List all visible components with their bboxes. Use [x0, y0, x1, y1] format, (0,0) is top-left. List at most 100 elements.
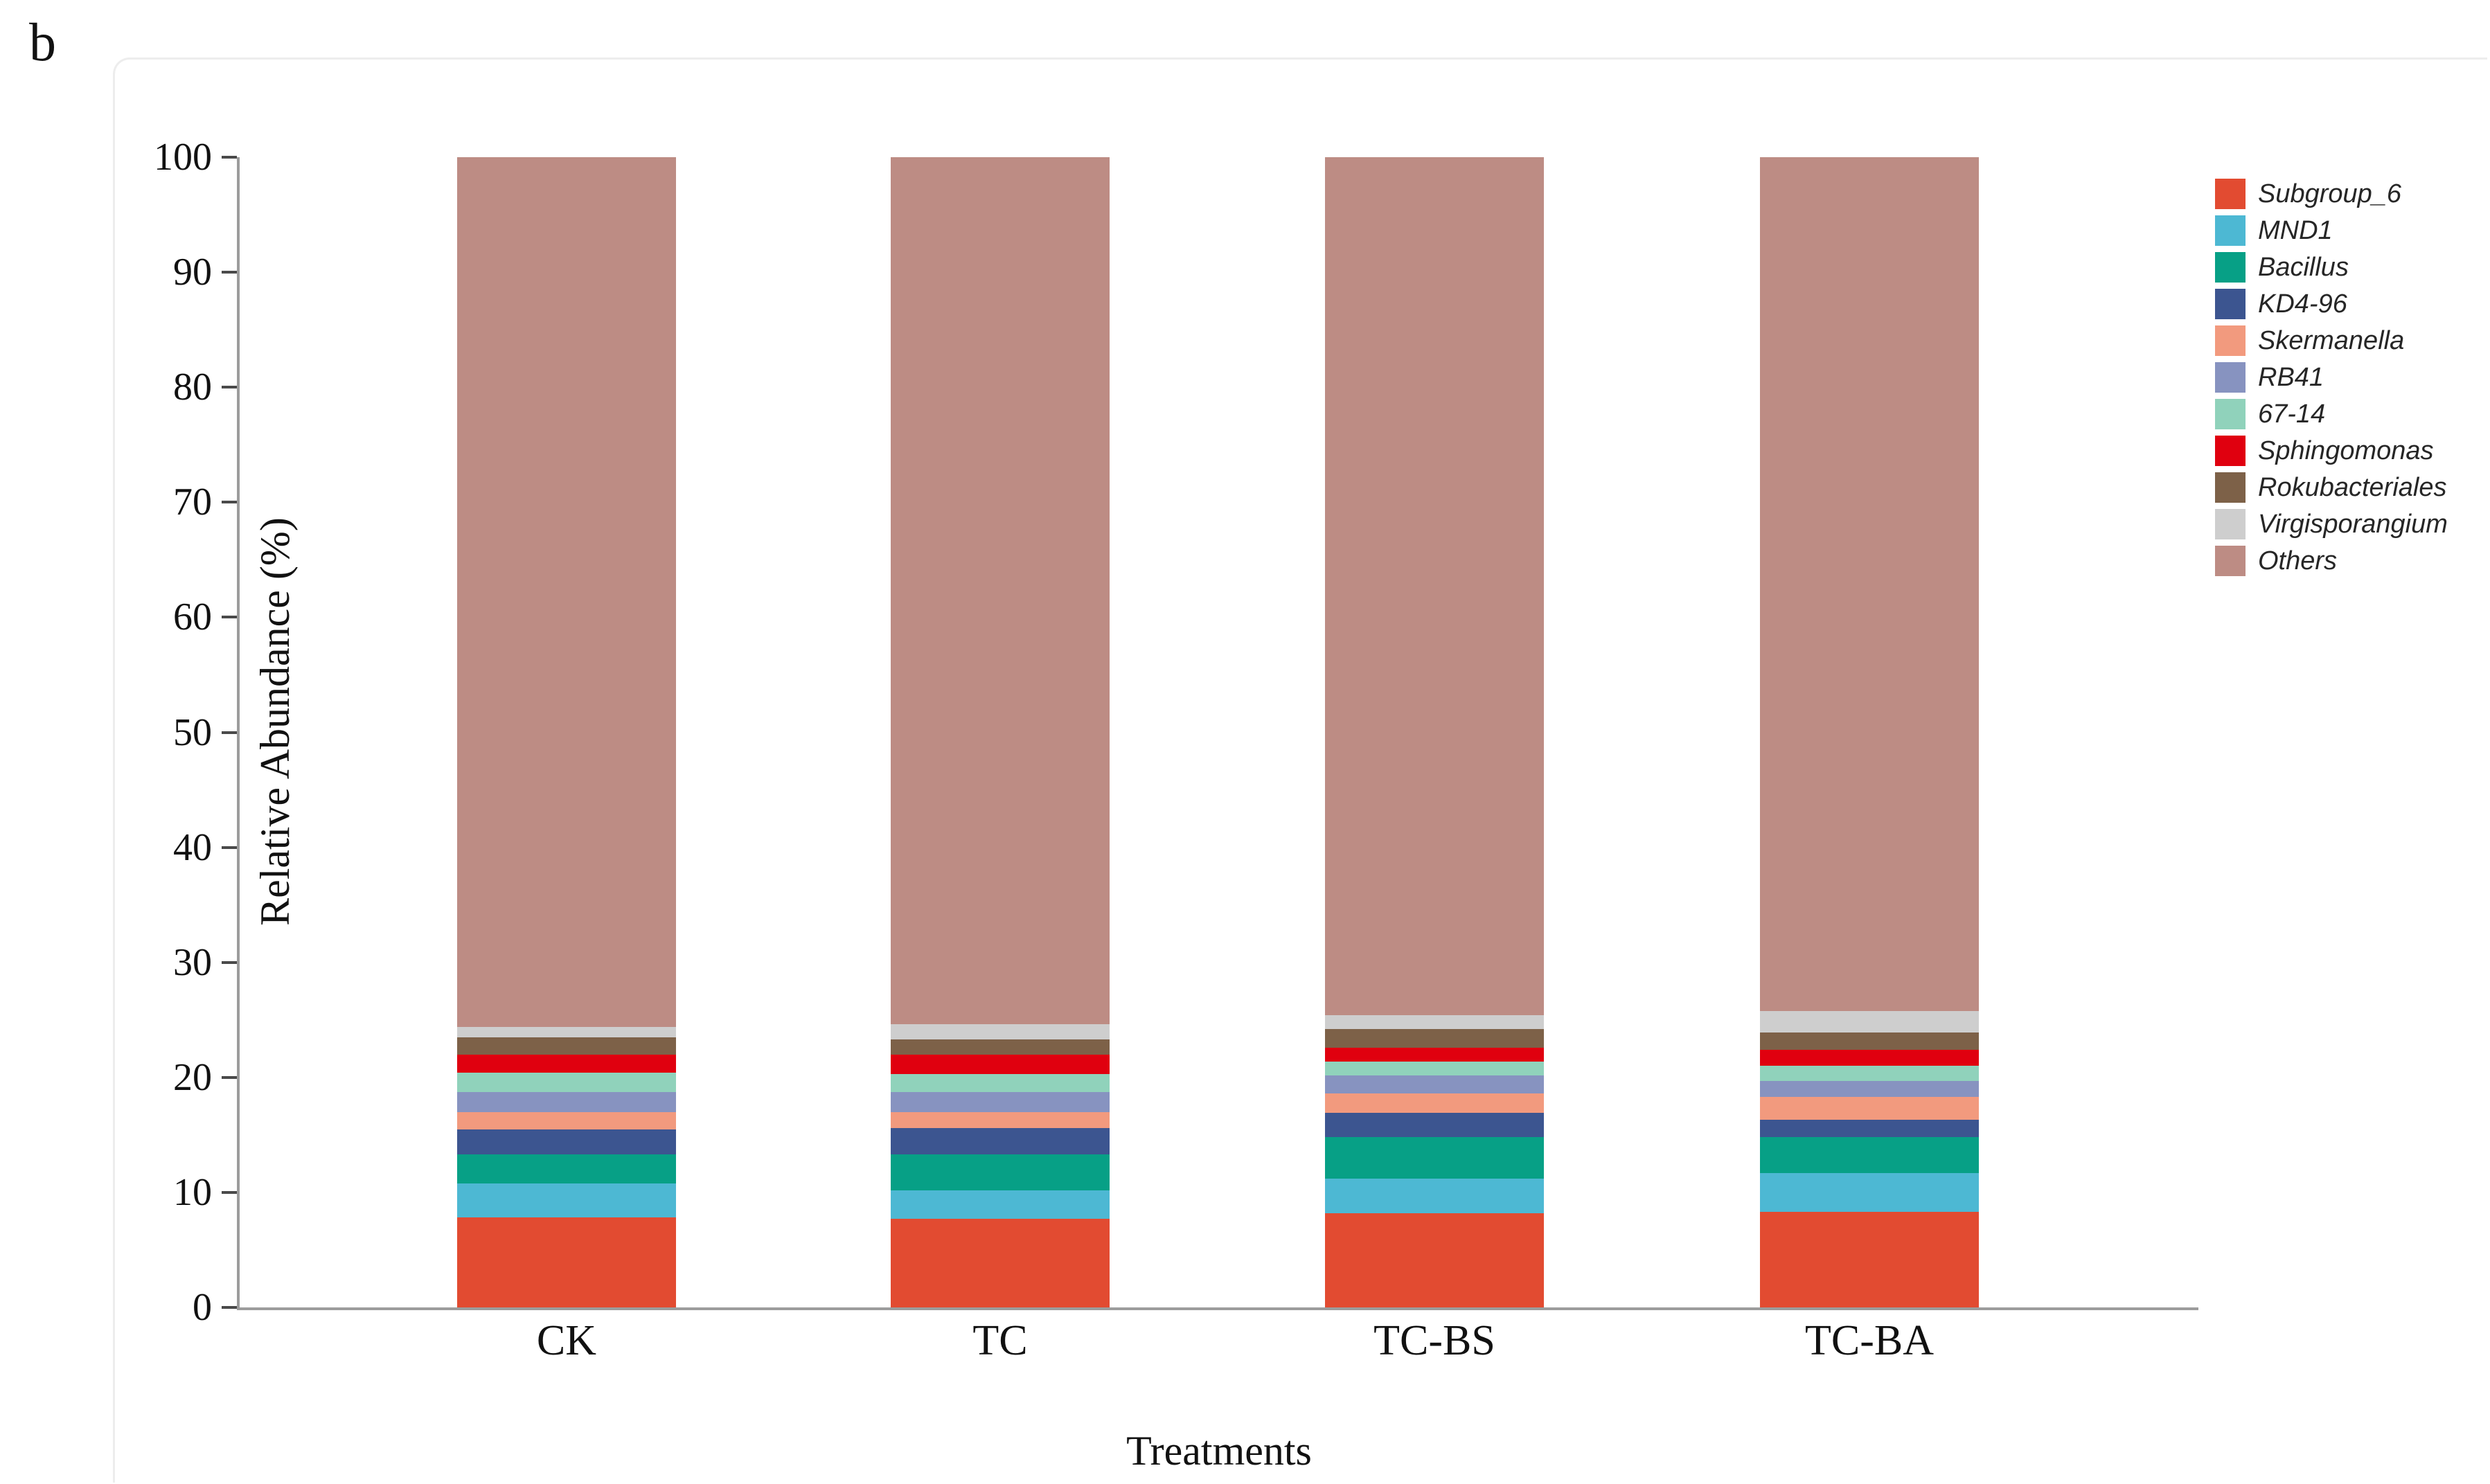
bar-segment-mnd1	[457, 1183, 676, 1218]
bar-segment-subgroup_6	[1760, 1212, 1979, 1307]
bar-segment-rb41	[1325, 1075, 1544, 1094]
bar-segment-bacillus	[1760, 1137, 1979, 1173]
legend-item: MND1	[2215, 215, 2448, 246]
bar-segment-virgisporangium	[1325, 1015, 1544, 1030]
bar-segment-rokubacteriales	[1760, 1032, 1979, 1050]
bar-segment-rokubacteriales	[891, 1039, 1110, 1055]
y-axis-tick-label: 70	[173, 481, 212, 524]
y-axis-tick-label: 20	[173, 1055, 212, 1099]
bar-segment-rokubacteriales	[1325, 1029, 1544, 1048]
bar-segment-bacillus	[891, 1154, 1110, 1190]
y-axis-tick-label: 10	[173, 1170, 212, 1214]
legend-label: Virgisporangium	[2258, 510, 2448, 539]
legend-color-swatch	[2215, 215, 2246, 246]
bar-segment-virgisporangium	[1760, 1010, 1979, 1033]
y-axis-tick	[222, 501, 237, 504]
bar-segment-skermanella	[1325, 1093, 1544, 1114]
stacked-bar-plot-area: Relative Abundance (%) Treatments 0 10 20 3…	[154, 138, 2198, 1472]
legend-label: Others	[2258, 546, 2338, 575]
bar-segment-bacillus	[457, 1154, 676, 1183]
bar-segment-others	[1325, 157, 1544, 1016]
y-axis-tick	[222, 1075, 237, 1079]
y-axis-tick	[222, 156, 237, 159]
bar-segment-others	[457, 157, 676, 1027]
bar-segment-67-14	[891, 1073, 1110, 1093]
legend-item: Bacillus	[2215, 252, 2448, 283]
legend-item: Subgroup_6	[2215, 179, 2448, 209]
legend-label: Rokubacteriales	[2258, 473, 2447, 502]
bar-segment-virgisporangium	[457, 1026, 676, 1037]
y-axis-tick-label: 80	[173, 366, 212, 409]
legend-label: MND1	[2258, 216, 2333, 245]
bar-segment-skermanella	[457, 1111, 676, 1129]
stacked-bar-tc-ba	[1760, 157, 1979, 1307]
x-category-label-tc-ba: TC-BA	[1805, 1317, 1934, 1364]
y-axis-tick	[222, 616, 237, 619]
y-axis-tick-label: 100	[154, 136, 212, 179]
bar-segment-rb41	[457, 1092, 676, 1112]
bar-segment-sphingomonas	[1325, 1047, 1544, 1062]
panel-border	[113, 57, 2487, 1483]
legend-item: KD4-96	[2215, 289, 2448, 319]
legend-color-swatch	[2215, 509, 2246, 539]
legend-color-swatch	[2215, 436, 2246, 466]
bar-segment-others	[1760, 157, 1979, 1011]
legend-color-swatch	[2215, 362, 2246, 393]
bar-segment-subgroup_6	[1325, 1213, 1544, 1307]
x-category-label-ck: CK	[536, 1317, 597, 1364]
bar-segment-skermanella	[1760, 1097, 1979, 1120]
legend-label: Skermanella	[2258, 326, 2405, 355]
legend-item: Sphingomonas	[2215, 436, 2448, 466]
legend-item: Skermanella	[2215, 325, 2448, 356]
bar-segment-kd4-96	[1760, 1120, 1979, 1138]
legend-color-swatch	[2215, 546, 2246, 576]
y-axis-tick-label: 60	[173, 596, 212, 639]
legend-color-swatch	[2215, 289, 2246, 319]
y-axis-tick-label: 30	[173, 940, 212, 984]
x-category-label-tc-bs: TC-BS	[1373, 1317, 1495, 1364]
y-axis-tick-label: 50	[173, 710, 212, 754]
x-axis-title: Treatments	[1126, 1428, 1312, 1474]
x-category-label-tc: TC	[972, 1317, 1028, 1364]
y-axis-tick	[222, 846, 237, 849]
bar-segment-kd4-96	[457, 1129, 676, 1155]
y-axis-tick-label: 40	[173, 825, 212, 869]
legend-item: Rokubacteriales	[2215, 472, 2448, 503]
legend-label: RB41	[2258, 363, 2324, 392]
legend-color-swatch	[2215, 252, 2246, 283]
legend-label: KD4-96	[2258, 289, 2347, 319]
bar-segment-67-14	[1325, 1061, 1544, 1075]
legend-label: 67-14	[2258, 400, 2326, 429]
y-axis-tick	[222, 731, 237, 734]
bar-segment-67-14	[1760, 1066, 1979, 1081]
bar-segment-bacillus	[1325, 1137, 1544, 1179]
stacked-bar-ck	[457, 157, 676, 1307]
bar-segment-others	[891, 157, 1110, 1025]
legend-item: Virgisporangium	[2215, 509, 2448, 539]
stacked-bar-tc-bs	[1325, 157, 1544, 1307]
bar-segment-mnd1	[1760, 1172, 1979, 1213]
legend-color-swatch	[2215, 399, 2246, 429]
y-axis-tick-label: 0	[193, 1286, 212, 1329]
legend-item: RB41	[2215, 362, 2448, 393]
chart-legend: Subgroup_6 MND1 Bacillus KD4-96 Skermanella R…	[2215, 179, 2448, 582]
bar-segment-skermanella	[891, 1111, 1110, 1128]
y-axis-tick	[222, 1190, 237, 1194]
y-axis-title: Relative Abundance (%)	[252, 517, 298, 926]
legend-color-swatch	[2215, 325, 2246, 356]
bar-segment-rb41	[891, 1092, 1110, 1112]
legend-item: 67-14	[2215, 399, 2448, 429]
legend-item: Others	[2215, 546, 2448, 576]
panel-letter-label: b	[29, 12, 56, 72]
legend-color-swatch	[2215, 179, 2246, 209]
stacked-bar-tc	[891, 157, 1110, 1307]
y-axis-tick-label: 90	[173, 251, 212, 294]
legend-color-swatch	[2215, 472, 2246, 503]
bar-segment-rokubacteriales	[457, 1037, 676, 1055]
bar-segment-mnd1	[891, 1190, 1110, 1219]
bar-segment-mnd1	[1325, 1178, 1544, 1213]
bar-segment-sphingomonas	[457, 1054, 676, 1073]
y-axis-tick	[222, 1306, 237, 1309]
y-axis-tick	[222, 386, 237, 389]
y-axis-tick	[222, 960, 237, 964]
